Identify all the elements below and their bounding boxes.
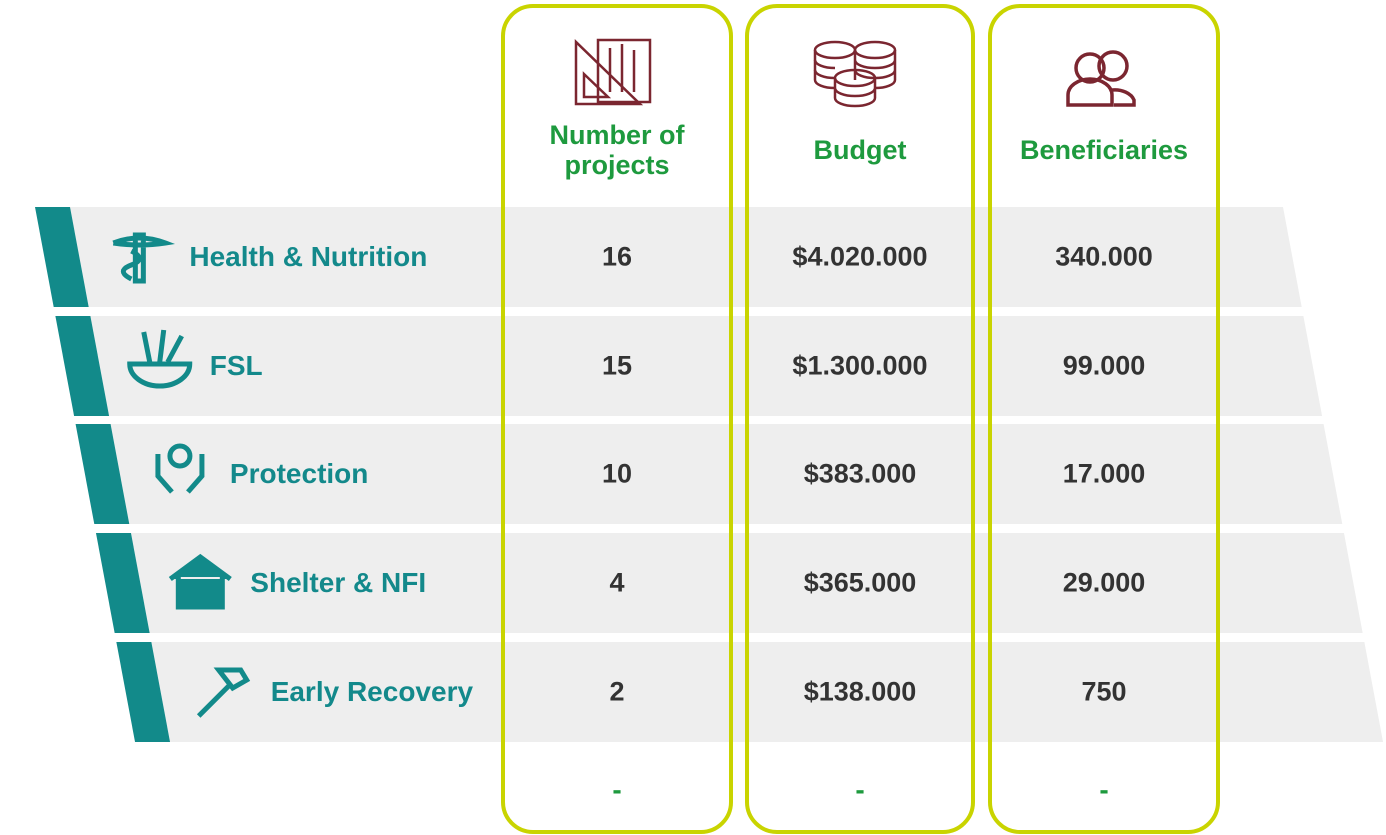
sector-label: Shelter & NFI: [250, 567, 427, 598]
cell-value: 2: [609, 676, 625, 707]
cell-value: 16: [601, 241, 633, 272]
row-stripe: [55, 316, 110, 416]
sector-label: Early Recovery: [270, 676, 474, 707]
column-frame: [501, 4, 733, 834]
sector-label: Protection: [229, 458, 369, 489]
cell-value: 340.000: [1055, 241, 1153, 272]
footer-value: -: [1099, 774, 1109, 805]
beneficiaries-icon: [1066, 50, 1136, 107]
cell-value: 15: [601, 350, 633, 381]
row-stripe: [35, 207, 89, 307]
row-band: [90, 316, 1323, 416]
projects-icon: [574, 38, 652, 106]
row-band: [110, 424, 1343, 524]
row-band: [151, 642, 1384, 742]
column-frame: [745, 4, 975, 834]
sector-icon: [168, 553, 232, 610]
column-frame: [988, 4, 1220, 834]
column-header: Number of projects: [549, 120, 685, 180]
cell-value: 10: [601, 458, 633, 489]
budget-icon: [813, 40, 897, 108]
sector-label: FSL: [209, 350, 263, 381]
cell-value: $383.000: [803, 458, 917, 489]
row-stripe: [95, 533, 150, 633]
sector-icon: [112, 232, 176, 284]
sector-icon: [196, 667, 251, 718]
cell-value: $1.300.000: [792, 350, 928, 381]
row-stripe: [75, 424, 130, 524]
cell-value: $138.000: [803, 676, 917, 707]
column-header: Budget: [813, 135, 907, 165]
cell-value: 99.000: [1062, 350, 1146, 381]
footer-value: -: [612, 774, 622, 805]
sector-label: Health & Nutrition: [189, 241, 428, 272]
sector-icon: [155, 443, 205, 494]
sector-icon: [127, 329, 193, 389]
footer-value: -: [855, 774, 865, 805]
cell-value: 29.000: [1062, 567, 1146, 598]
column-header: Beneficiaries: [1019, 135, 1189, 165]
cell-value: $365.000: [803, 567, 917, 598]
cell-value: $4.020.000: [792, 241, 928, 272]
cell-value: 4: [609, 567, 625, 598]
cell-value: 17.000: [1062, 458, 1146, 489]
row-band: [70, 207, 1302, 307]
row-stripe: [116, 642, 171, 742]
cell-value: 750: [1081, 676, 1127, 707]
